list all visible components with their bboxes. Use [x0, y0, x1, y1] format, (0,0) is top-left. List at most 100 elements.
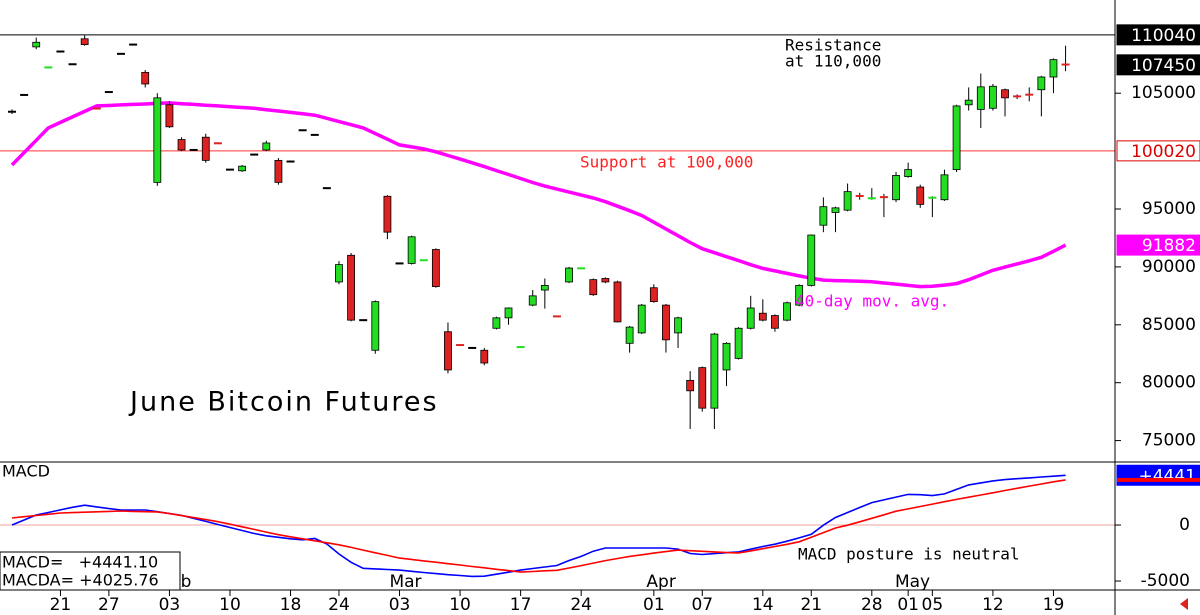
candle-body [262, 142, 271, 151]
y-tick-label: 90000 [1142, 257, 1196, 277]
macd-line [11, 479, 1066, 573]
x-tick-label: 19 [1043, 595, 1065, 615]
candle-body [952, 105, 961, 171]
x-tick-label: 18 [280, 595, 302, 615]
candle-body [734, 327, 743, 359]
x-tick-label: 17 [510, 595, 532, 615]
candle-body [710, 333, 719, 409]
scroll-arrow [1180, 598, 1188, 610]
candle-body [1001, 89, 1009, 99]
macd-annotation: MACD posture is neutral [798, 545, 1020, 564]
x-tick-label: 07 [691, 595, 713, 615]
support-box [1116, 140, 1200, 162]
candle-body [989, 85, 997, 109]
macda-last-marker [1117, 477, 1200, 482]
candle-body [771, 315, 779, 329]
resistance-annotation: at 110,000 [785, 52, 881, 71]
candle-body [80, 38, 89, 45]
candle-body [758, 312, 767, 321]
candle-body [492, 317, 501, 329]
ma-annotation: 40-day mov. avg. [795, 292, 949, 311]
candle-body [892, 175, 900, 201]
chart-title: June Bitcoin Futures [128, 387, 439, 418]
candle-body [940, 174, 949, 201]
x-tick-label: 27 [98, 595, 120, 615]
moving-average [10, 101, 1067, 289]
x-tick-label: 10 [219, 595, 241, 615]
candle-body [964, 99, 973, 106]
last-price-label: 107450 [1131, 56, 1196, 76]
candle-body [407, 236, 416, 264]
candle-body [431, 249, 440, 287]
y-tick-label: 75000 [1142, 431, 1196, 451]
support-label: 100020 [1131, 142, 1196, 162]
candle-body [831, 207, 840, 213]
x-tick-label: 21 [800, 595, 822, 615]
candle-body [589, 279, 598, 296]
y-tick-label: 0 [1179, 515, 1190, 535]
candle-body [662, 304, 670, 341]
last-price-box [1116, 54, 1200, 76]
x-tick-label: 28 [861, 595, 883, 615]
x-tick-label: 03 [159, 595, 181, 615]
candle-body [371, 301, 380, 351]
candle-body [819, 206, 828, 226]
candle-body [565, 267, 573, 283]
resistance-annotation: Resistance [785, 36, 881, 55]
readout-text: MACDA= +4025.76 [2, 571, 159, 590]
candle-body [649, 287, 658, 303]
month-label: Apr [646, 572, 675, 592]
ma-last-label: 91882 [1142, 236, 1196, 256]
y-tick-label: 95000 [1142, 199, 1196, 219]
candle-body [916, 186, 925, 205]
candle-body [601, 278, 610, 283]
candle-body [504, 307, 513, 319]
candle-body [165, 104, 174, 128]
candle-body [32, 41, 41, 48]
candle-body [613, 281, 622, 323]
support-annotation: Support at 100,000 [580, 153, 753, 172]
x-tick-label: 03 [389, 595, 411, 615]
candle-body [528, 295, 537, 306]
candle-body [904, 169, 913, 177]
y-tick-label: 105000 [1131, 83, 1196, 103]
y-tick-label: 80000 [1142, 373, 1196, 393]
x-tick-label: 01 [897, 595, 919, 615]
candle-body [795, 285, 804, 306]
resistance-label: 110040 [1131, 26, 1196, 46]
macd-title: MACD [2, 462, 50, 481]
y-tick-label: 85000 [1142, 315, 1196, 335]
month-label: Mar [389, 572, 421, 592]
candle-body [444, 331, 452, 371]
macd-last-label: +4441 [1138, 466, 1196, 486]
candle-body [976, 86, 985, 110]
x-tick-label: 01 [643, 595, 665, 615]
candle-body [238, 165, 246, 172]
candle-body [686, 379, 695, 392]
candle-body [746, 307, 755, 329]
x-tick-label: 24 [570, 595, 592, 615]
candle-body [783, 302, 791, 321]
candle-body [722, 342, 731, 371]
x-tick-label: 12 [982, 595, 1004, 615]
candle-body [383, 195, 392, 233]
x-tick-label: 14 [752, 595, 774, 615]
x-tick-label: 24 [328, 595, 350, 615]
candle-body [141, 71, 150, 85]
x-tick-label: 21 [50, 595, 72, 615]
x-tick-label: 05 [922, 595, 944, 615]
candle-body [347, 254, 355, 321]
candle-body [625, 326, 634, 344]
candle-body [480, 349, 489, 364]
candle-body [274, 159, 283, 183]
candle-body [807, 234, 816, 286]
month-label: May [895, 572, 930, 592]
y-tick-label: -5000 [1141, 571, 1190, 591]
candle-body [201, 136, 210, 161]
candle-body [843, 191, 852, 211]
readout-box [0, 551, 181, 591]
candle-body [698, 367, 707, 409]
